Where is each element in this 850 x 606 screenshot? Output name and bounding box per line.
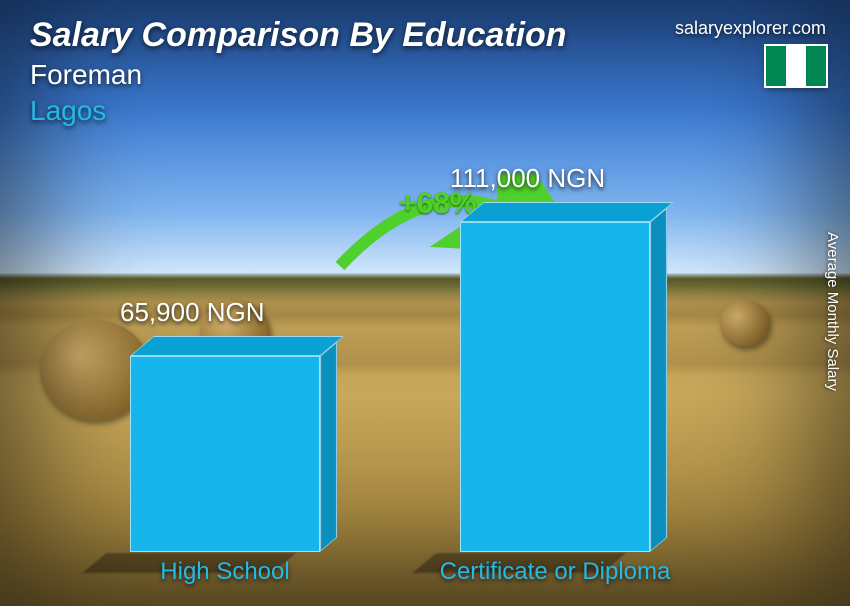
flag-icon (766, 46, 826, 86)
chart-bar (130, 356, 320, 552)
bar-top (130, 336, 344, 356)
bar-value-label: 111,000 NGN (450, 163, 605, 194)
bar-front (130, 356, 320, 552)
bar-top (460, 202, 674, 222)
flag-stripe-right (806, 46, 826, 86)
y-axis-label: Average Monthly Salary (824, 232, 841, 391)
bar-category-label: Certificate or Diploma (440, 558, 671, 586)
flag-stripe-center (786, 46, 806, 86)
bar-side (650, 208, 667, 552)
flag-stripe-left (766, 46, 786, 86)
page-title: Salary Comparison By Education (30, 16, 567, 55)
chart-bar (460, 222, 650, 552)
bar-category-label: High School (160, 558, 289, 586)
page-subtitle-1: Foreman (30, 59, 567, 91)
bar-chart: +68% 65,900 NGNHigh School111,000 NGNCer… (90, 168, 740, 588)
bar-front (460, 222, 650, 552)
title-block: Salary Comparison By Education Foreman L… (30, 16, 567, 127)
bar-side (320, 342, 337, 552)
infographic-canvas: Salary Comparison By Education Foreman L… (0, 0, 850, 606)
brand-text: salaryexplorer.com (675, 18, 826, 39)
bar-value-label: 65,900 NGN (120, 297, 265, 328)
page-subtitle-2: Lagos (30, 95, 567, 127)
